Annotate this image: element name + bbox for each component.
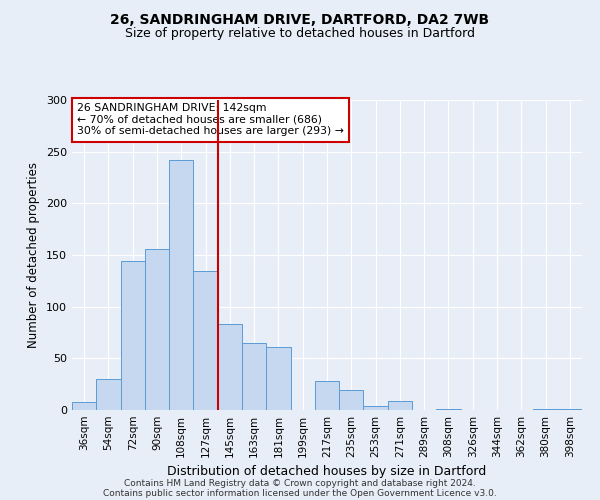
- Bar: [121, 261, 145, 410]
- Text: 26 SANDRINGHAM DRIVE: 142sqm
← 70% of detached houses are smaller (686)
30% of s: 26 SANDRINGHAM DRIVE: 142sqm ← 70% of de…: [77, 103, 344, 136]
- Bar: [558, 409, 582, 410]
- Y-axis label: Number of detached properties: Number of detached properties: [28, 162, 40, 348]
- X-axis label: Distribution of detached houses by size in Dartford: Distribution of detached houses by size …: [167, 466, 487, 478]
- Bar: [339, 390, 364, 410]
- Text: 26, SANDRINGHAM DRIVE, DARTFORD, DA2 7WB: 26, SANDRINGHAM DRIVE, DARTFORD, DA2 7WB: [110, 12, 490, 26]
- Bar: [169, 160, 193, 410]
- Text: Contains HM Land Registry data © Crown copyright and database right 2024.: Contains HM Land Registry data © Crown c…: [124, 478, 476, 488]
- Bar: [436, 409, 461, 410]
- Bar: [533, 409, 558, 410]
- Bar: [364, 406, 388, 410]
- Bar: [145, 249, 169, 410]
- Bar: [315, 381, 339, 410]
- Text: Contains public sector information licensed under the Open Government Licence v3: Contains public sector information licen…: [103, 488, 497, 498]
- Bar: [388, 400, 412, 410]
- Bar: [72, 402, 96, 410]
- Bar: [193, 270, 218, 410]
- Bar: [96, 379, 121, 410]
- Text: Size of property relative to detached houses in Dartford: Size of property relative to detached ho…: [125, 28, 475, 40]
- Bar: [266, 347, 290, 410]
- Bar: [242, 343, 266, 410]
- Bar: [218, 324, 242, 410]
